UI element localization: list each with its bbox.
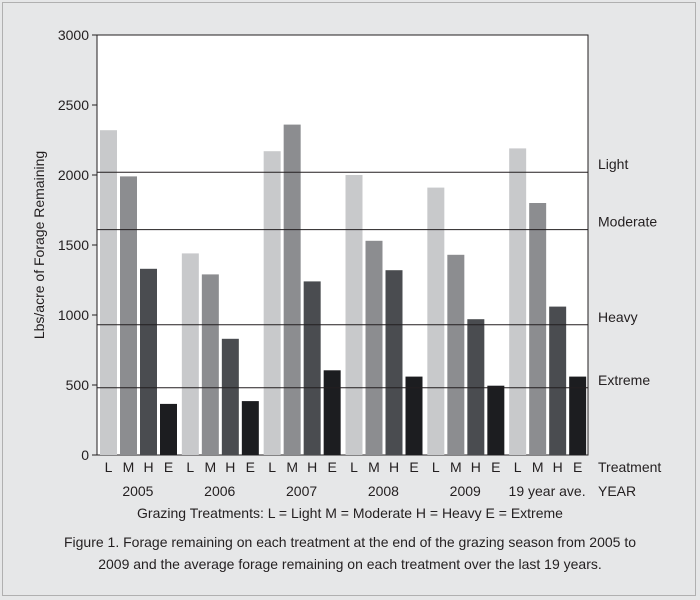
bar-moderate [283,124,301,455]
bar-light [345,175,363,455]
treatment-tick-label: H [389,459,399,475]
caption-line-2: 2009 and the average forage remaining on… [98,556,602,572]
treatment-tick-label: H [143,459,153,475]
year-label: 2006 [204,483,235,499]
bar-moderate [201,274,219,455]
reference-label-extreme: Extreme [598,372,650,388]
bar-moderate [365,240,383,455]
treatment-tick-label: L [350,459,358,475]
y-tick-label: 1500 [58,237,89,253]
reference-label-light: Light [598,156,628,172]
bar-heavy [467,319,485,455]
year-row-label: YEAR [598,483,636,499]
treatment-tick-label: M [368,459,380,475]
treatment-tick-label: E [573,459,582,475]
year-label: 2008 [368,483,399,499]
treatment-tick-label: E [164,459,173,475]
bar-heavy [140,268,157,455]
figure-caption: Figure 1. Forage remaining on each treat… [0,531,700,575]
bar-moderate [120,176,137,455]
bar-moderate [447,254,465,455]
bar-extreme [323,370,341,455]
reference-label-heavy: Heavy [598,309,638,325]
bar-heavy [385,270,403,455]
bar-heavy [549,306,567,455]
bar-extreme [405,376,423,455]
bar-heavy [303,281,321,455]
bar-extreme [487,385,505,455]
treatment-tick-label: M [286,459,298,475]
year-label: 2009 [450,483,481,499]
bar-light [263,151,281,455]
bar-light [100,130,117,455]
year-label: 19 year ave. [509,483,586,499]
y-tick-label: 1000 [58,307,89,323]
bar-extreme [569,376,587,455]
treatment-tick-label: E [409,459,418,475]
treatment-legend: Grazing Treatments: L = Light M = Modera… [137,505,563,521]
treatment-tick-label: M [450,459,462,475]
treatment-tick-label: H [553,459,563,475]
bar-extreme [160,403,177,455]
bar-moderate [529,203,547,455]
treatment-tick-label: L [268,459,276,475]
treatment-tick-label: H [307,459,317,475]
treatment-tick-label: M [204,459,216,475]
treatment-tick-label: E [327,459,336,475]
y-tick-label: 2500 [58,97,89,113]
bar-light [427,187,445,455]
bar-light [509,148,527,455]
caption-line-1: Figure 1. Forage remaining on each treat… [63,534,636,550]
y-tick-label: 500 [66,377,90,393]
reference-label-moderate: Moderate [598,214,657,230]
y-tick-label: 0 [81,447,89,463]
bar-light [181,253,199,455]
treatment-tick-label: E [246,459,255,475]
year-label: 2005 [122,483,153,499]
treatment-tick-label: L [514,459,522,475]
y-tick-label: 2000 [58,167,89,183]
bar-heavy [221,338,239,455]
treatment-tick-label: L [186,459,194,475]
treatment-tick-label: H [471,459,481,475]
treatment-row-label: Treatment [598,459,661,475]
treatment-tick-label: E [491,459,500,475]
year-label: 2007 [286,483,317,499]
bar-extreme [241,401,259,455]
y-tick-label: 3000 [58,27,89,43]
treatment-tick-label: M [532,459,544,475]
treatment-tick-label: L [105,459,113,475]
y-axis-label: Lbs/acre of Forage Remaining [31,151,47,339]
treatment-tick-label: H [225,459,235,475]
treatment-tick-label: M [123,459,135,475]
plot-area [96,34,589,456]
treatment-tick-label: L [432,459,440,475]
